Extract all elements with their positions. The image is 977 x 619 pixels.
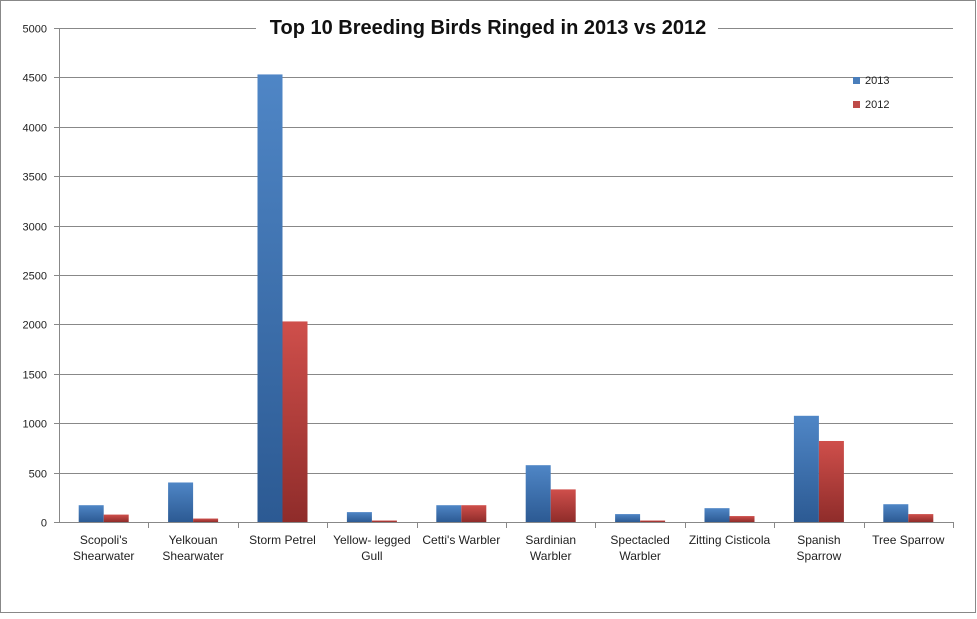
x-tick-label: Zitting Cisticola [689, 533, 771, 547]
bar-2012 [193, 518, 219, 522]
x-tick-label-line: Spanish [797, 533, 840, 547]
bar-2012 [103, 514, 129, 522]
bar-2012 [818, 440, 844, 522]
x-tick-label-line: Storm Petrel [249, 533, 316, 547]
bar-2013 [704, 508, 730, 522]
chart-title: Top 10 Breeding Birds Ringed in 2013 vs … [270, 17, 706, 39]
bar-2013 [346, 512, 372, 522]
bar-2012 [282, 321, 308, 522]
x-tick-label: Sardinian Warbler [525, 533, 576, 563]
x-tick-label-line: Yelkouan [169, 533, 218, 547]
x-tick-label-line: Sparrow [797, 549, 842, 563]
legend-label-2013: 2013 [865, 75, 889, 87]
bar-2013 [793, 415, 819, 522]
bar-2012 [371, 520, 397, 522]
bar-2012 [550, 489, 576, 522]
x-tick-label: Yelkouan Shearwater [162, 533, 223, 563]
bar-2012 [640, 520, 666, 522]
x-tick-label-line: Tree Sparrow [872, 533, 945, 547]
x-tick-label-line: Yellow- legged [333, 533, 411, 547]
x-tick-label-line: Warbler [619, 549, 661, 563]
y-tick-label: 4000 [23, 123, 47, 135]
x-tick-label: Spanish Sparrow [797, 533, 842, 563]
x-tick-label-line: Gull [361, 549, 382, 563]
legend-label-2012: 2012 [865, 99, 889, 111]
x-tick-label-line: Shearwater [162, 549, 223, 563]
y-tick-label: 1000 [23, 419, 47, 431]
x-tick-label-line: Scopoli's [80, 533, 128, 547]
x-tick-label: Cetti's Warbler [422, 533, 500, 547]
y-tick-label: 3000 [23, 222, 47, 234]
x-tick-label: Scopoli's Shearwater [73, 533, 134, 563]
x-tick-label-line: Sardinian [525, 533, 576, 547]
bar-2013 [615, 514, 641, 522]
x-tick-label-line: Warbler [530, 549, 572, 563]
bar-2013 [168, 482, 194, 522]
bar-2013 [883, 504, 909, 522]
x-tick-label: Spectacled Warbler [610, 533, 669, 563]
x-tick-label: Tree Sparrow [872, 533, 945, 547]
x-tick-label: Storm Petrel [249, 533, 316, 547]
bar-2012 [729, 516, 755, 522]
bar-2012 [461, 505, 487, 522]
title-background [256, 12, 718, 42]
bar-2012 [908, 514, 934, 522]
x-tick-label-line: Shearwater [73, 549, 134, 563]
x-tick-label-line: Spectacled [610, 533, 669, 547]
x-tick-label-line: Zitting Cisticola [689, 533, 771, 547]
bar-2013 [436, 505, 462, 522]
y-tick-label: 3500 [23, 172, 47, 184]
legend-swatch-2013 [853, 77, 860, 84]
bar-2013 [525, 465, 551, 522]
y-tick-label: 0 [41, 518, 47, 530]
y-tick-label: 4500 [23, 73, 47, 85]
bar-2013 [78, 505, 104, 522]
y-tick-label: 2500 [23, 271, 47, 283]
y-tick-label: 500 [29, 469, 47, 481]
legend-swatch-2012 [853, 101, 860, 108]
x-tick-label: Yellow- legged Gull [333, 533, 411, 563]
y-tick-label: 1500 [23, 370, 47, 382]
y-tick-label: 5000 [23, 24, 47, 36]
y-tick-label: 2000 [23, 320, 47, 332]
bar-2013 [257, 74, 283, 522]
x-tick-label-line: Cetti's Warbler [422, 533, 500, 547]
